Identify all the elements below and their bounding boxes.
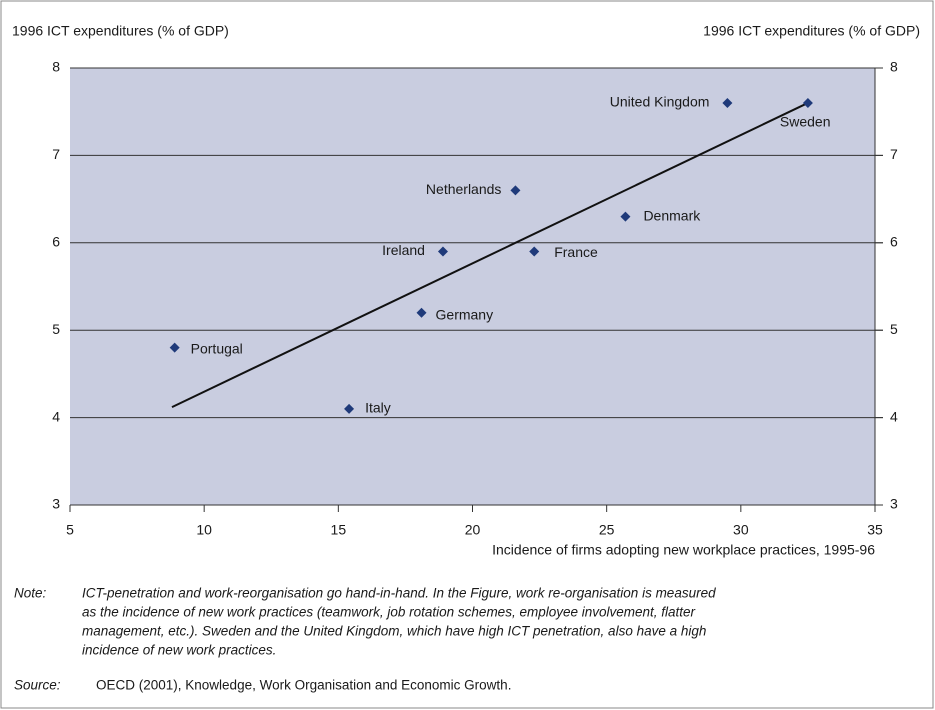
note-label: Note: [14,586,47,601]
data-point [169,342,180,353]
y2-tick-label: 3 [890,496,898,512]
y2-tick-label: 4 [890,408,898,424]
y-tick-label: 7 [52,146,60,162]
y-tick-label: 3 [52,496,60,512]
data-point [416,307,427,318]
point-label: Ireland [382,242,425,258]
source-text: OECD (2001), Knowledge, Work Organisatio… [96,678,511,693]
source-label: Source: [14,678,61,693]
y2-tick-label: 7 [890,146,898,162]
x-tick-label: 5 [66,522,74,538]
point-label: Sweden [780,114,831,130]
y-tick-label: 6 [52,234,60,250]
point-label: Germany [436,306,494,322]
x-tick-label: 25 [599,522,615,538]
plot-area [70,68,875,505]
note-line: management, etc.). Sweden and the United… [82,624,706,639]
x-tick-label: 20 [465,522,481,538]
point-label: Netherlands [426,181,502,197]
point-label: France [554,244,598,260]
x-axis-label: Incidence of firms adopting new workplac… [492,542,875,558]
y-axis-label: 1996 ICT expenditures (% of GDP) [12,23,229,39]
y2-tick-label: 8 [890,59,898,75]
point-label: Denmark [643,207,701,223]
data-point [437,246,448,257]
x-tick-label: 10 [196,522,212,538]
x-tick-label: 30 [733,522,749,538]
point-label: Portugal [191,340,243,356]
data-point [802,97,813,108]
y2-tick-label: 6 [890,234,898,250]
x-tick-label: 15 [331,522,347,538]
point-label: United Kingdom [610,94,710,110]
data-point [620,211,631,222]
note-line: as the incidence of new work practices (… [82,605,696,620]
data-point [529,246,540,257]
y2-tick-label: 5 [890,321,898,337]
point-label: Italy [365,400,391,416]
y-tick-label: 4 [52,408,60,424]
data-point [722,97,733,108]
y-tick-label: 5 [52,321,60,337]
data-point [510,185,521,196]
y-tick-label: 8 [52,59,60,75]
note-line: ICT-penetration and work-reorganisation … [82,586,716,601]
trend-line [171,102,809,409]
note-line: incidence of new work practices. [82,643,276,658]
x-tick-label: 35 [867,522,883,538]
data-point [344,403,355,414]
y2-axis-label: 1996 ICT expenditures (% of GDP) [703,23,920,39]
